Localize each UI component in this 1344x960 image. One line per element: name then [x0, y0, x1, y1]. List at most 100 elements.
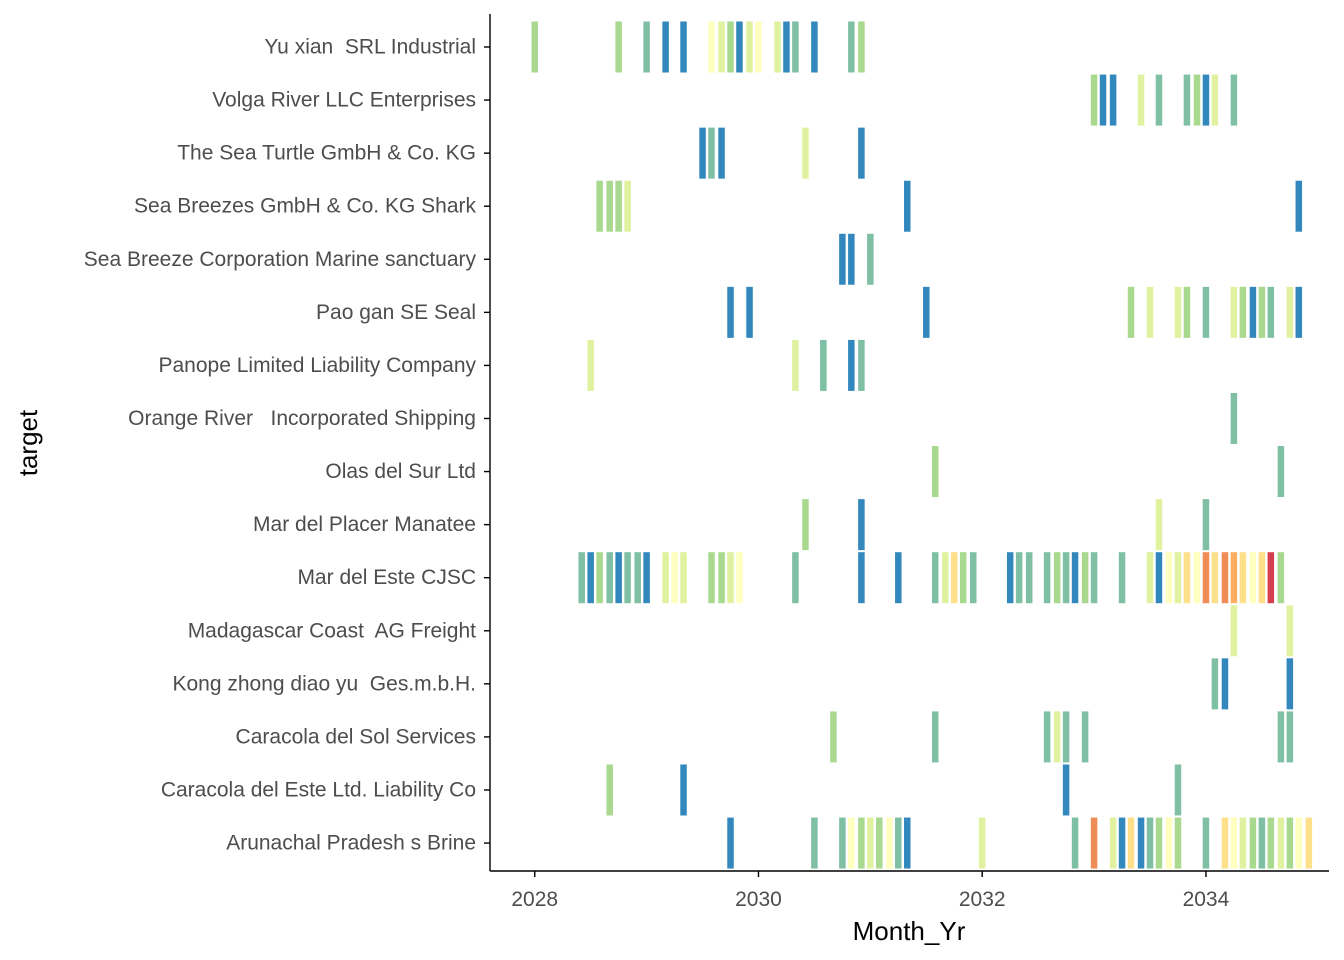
heatmap-cell: [903, 816, 912, 870]
heatmap-cell: [1294, 285, 1304, 339]
heatmap-cell: [1257, 551, 1267, 605]
heatmap-cell: [1126, 816, 1136, 870]
heatmap-cell: [1276, 710, 1286, 764]
heatmap-cell: [1266, 816, 1276, 870]
heatmap-cell: [791, 551, 800, 605]
heatmap-cell: [903, 179, 912, 233]
heatmap-cell: [875, 816, 884, 870]
heatmap-cell: [1126, 285, 1136, 339]
heatmap-cell: [707, 551, 716, 605]
heatmap-cell: [1229, 816, 1239, 870]
x-tick-label: 2028: [511, 888, 558, 911]
heatmap-cell: [1108, 73, 1118, 127]
heatmap-cell: [661, 20, 670, 74]
heatmap-cell: [819, 338, 828, 392]
axes: [484, 14, 1329, 877]
y-tick-label: The Sea Turtle GmbH & Co. KG: [177, 142, 476, 165]
heatmap-cell: [623, 551, 632, 605]
heatmap-cell: [717, 126, 726, 180]
heatmap-cell: [810, 816, 819, 870]
y-tick-label: Mar del Este CJSC: [297, 566, 476, 589]
heatmap-cell: [1201, 498, 1211, 552]
heatmap-cell: [717, 20, 726, 74]
x-axis-tick-labels: 2028 2030 2032 2034: [511, 888, 1229, 911]
heatmap-cell: [1061, 551, 1071, 605]
heatmap-cell: [857, 498, 866, 552]
heatmap-cell: [1229, 285, 1239, 339]
heatmap-cell: [1238, 551, 1248, 605]
heatmap-cell: [1201, 551, 1211, 605]
heatmap-cell: [1266, 285, 1276, 339]
heatmap-cell: [614, 179, 623, 233]
heatmap-cell: [1238, 285, 1248, 339]
heatmap-cell: [1210, 551, 1220, 605]
x-tick-label: 2030: [735, 888, 782, 911]
y-tick-label: Panope Limited Liability Company: [158, 354, 476, 377]
heatmap-cell: [801, 498, 810, 552]
heatmap-cell: [1182, 73, 1192, 127]
heatmap-cell: [773, 20, 782, 74]
heatmap-cell: [1276, 816, 1286, 870]
heatmap-cell: [930, 445, 940, 499]
heatmap-cell: [1154, 816, 1164, 870]
x-axis-title: Month_Yr: [853, 916, 966, 946]
y-tick-label: Kong zhong diao yu Ges.m.b.H.: [172, 672, 476, 695]
heatmap-cell: [614, 551, 623, 605]
heatmap-cell: [642, 20, 651, 74]
heatmap-cell: [1304, 816, 1314, 870]
heatmap-cell: [1201, 73, 1211, 127]
y-tick-label: Caracola del Sol Services: [236, 725, 476, 748]
heatmap-cell: [1220, 551, 1230, 605]
heatmap-cell: [1210, 657, 1220, 711]
heatmap-cell: [969, 551, 978, 605]
heatmap-cell: [679, 551, 688, 605]
heatmap-cell: [1285, 816, 1295, 870]
heatmap-cell: [1238, 816, 1248, 870]
heatmap-cell: [1024, 551, 1034, 605]
heatmap-cell: [838, 232, 847, 286]
y-tick-label: Volga River LLC Enterprises: [212, 89, 476, 112]
heatmap-cell: [1136, 816, 1146, 870]
heatmap-cell: [726, 20, 735, 74]
heatmap-cell: [1042, 710, 1052, 764]
heatmap-cell: [838, 816, 847, 870]
heatmap-cell: [1070, 551, 1080, 605]
heatmap-cell: [930, 710, 940, 764]
heatmap-cell: [866, 232, 875, 286]
heatmap-cell: [801, 126, 810, 180]
heatmap-cell: [1014, 551, 1024, 605]
heatmap-cell: [1257, 285, 1267, 339]
heatmap-cell: [810, 20, 819, 74]
heatmap-cell: [1005, 551, 1015, 605]
heatmap-cell: [1080, 551, 1090, 605]
heatmap-cell: [829, 710, 838, 764]
heatmap-cell: [1285, 285, 1295, 339]
heatmap-cell: [1154, 551, 1164, 605]
heatmap-cell: [791, 20, 800, 74]
heatmap-cell: [1210, 73, 1220, 127]
x-tick-label: 2034: [1183, 888, 1230, 911]
heatmap-cell: [1164, 816, 1174, 870]
heatmap-cell: [1248, 285, 1258, 339]
heatmap-cell: [1285, 710, 1295, 764]
heatmap-cell: [698, 126, 707, 180]
heatmap-cell: [847, 816, 856, 870]
heatmap-cell: [1080, 710, 1090, 764]
heatmap-cell: [1182, 285, 1192, 339]
heatmap-cell: [1108, 816, 1118, 870]
heatmap-cell: [1192, 73, 1202, 127]
heatmap-cell: [670, 551, 679, 605]
heatmap-cell: [894, 551, 903, 605]
y-tick-label: Sea Breeze Corporation Marine sanctuary: [84, 248, 477, 271]
heatmap-cell: [726, 551, 735, 605]
heatmap-cell: [1220, 657, 1230, 711]
heatmap-cell: [577, 551, 586, 605]
heatmap-cell: [1276, 551, 1286, 605]
heatmap-cell: [642, 551, 651, 605]
heatmap-cell: [1173, 763, 1183, 817]
heatmap-cell: [1052, 551, 1062, 605]
heatmap-cell: [707, 20, 716, 74]
heatmap-cell: [707, 126, 716, 180]
heatmap-cell: [857, 551, 866, 605]
